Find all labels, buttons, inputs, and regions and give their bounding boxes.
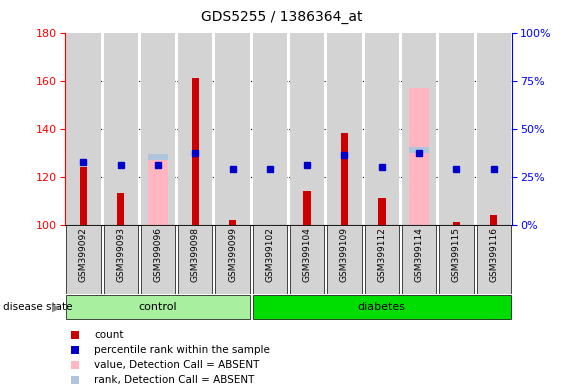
Text: GSM399102: GSM399102 xyxy=(265,227,274,282)
FancyBboxPatch shape xyxy=(365,225,399,294)
Text: rank, Detection Call = ABSENT: rank, Detection Call = ABSENT xyxy=(95,375,255,384)
Bar xyxy=(453,222,460,225)
Bar xyxy=(290,33,324,225)
FancyBboxPatch shape xyxy=(290,225,324,294)
FancyBboxPatch shape xyxy=(104,225,138,294)
Text: value, Detection Call = ABSENT: value, Detection Call = ABSENT xyxy=(95,360,260,370)
Text: GSM399104: GSM399104 xyxy=(303,227,312,282)
Text: GSM399099: GSM399099 xyxy=(228,227,237,282)
Bar xyxy=(191,78,199,225)
Bar xyxy=(178,33,212,225)
Bar xyxy=(378,198,386,225)
FancyBboxPatch shape xyxy=(476,225,511,294)
Text: GSM399114: GSM399114 xyxy=(414,227,423,282)
FancyBboxPatch shape xyxy=(327,225,361,294)
Text: GDS5255 / 1386364_at: GDS5255 / 1386364_at xyxy=(201,10,362,23)
Bar xyxy=(148,154,168,160)
Text: count: count xyxy=(95,330,124,340)
FancyBboxPatch shape xyxy=(402,225,436,294)
Bar xyxy=(439,33,473,225)
Text: GSM399116: GSM399116 xyxy=(489,227,498,282)
Bar xyxy=(141,33,175,225)
FancyBboxPatch shape xyxy=(253,225,287,294)
Text: GSM399098: GSM399098 xyxy=(191,227,200,282)
FancyBboxPatch shape xyxy=(66,225,101,294)
Text: percentile rank within the sample: percentile rank within the sample xyxy=(95,345,270,355)
Text: GSM399115: GSM399115 xyxy=(452,227,461,282)
Bar xyxy=(402,33,436,225)
Bar xyxy=(490,215,498,225)
FancyBboxPatch shape xyxy=(216,225,250,294)
Text: control: control xyxy=(138,302,177,312)
Bar xyxy=(476,33,511,225)
FancyBboxPatch shape xyxy=(141,225,175,294)
Text: GSM399109: GSM399109 xyxy=(340,227,349,282)
Bar xyxy=(365,33,399,225)
Bar xyxy=(253,33,287,225)
Bar xyxy=(80,167,87,225)
Bar xyxy=(104,33,138,225)
Text: GSM399093: GSM399093 xyxy=(116,227,125,282)
Text: GSM399112: GSM399112 xyxy=(377,227,386,282)
Text: GSM399096: GSM399096 xyxy=(154,227,163,282)
Text: disease state: disease state xyxy=(3,302,72,312)
Bar xyxy=(216,33,250,225)
Text: ▶: ▶ xyxy=(52,302,61,312)
Bar xyxy=(409,147,430,152)
Bar xyxy=(66,33,101,225)
Text: GSM399092: GSM399092 xyxy=(79,227,88,282)
FancyBboxPatch shape xyxy=(439,225,473,294)
Bar xyxy=(117,194,124,225)
Bar xyxy=(409,88,430,225)
Bar xyxy=(229,220,236,225)
Bar xyxy=(327,33,361,225)
Bar xyxy=(303,191,311,225)
FancyBboxPatch shape xyxy=(66,295,250,319)
Bar xyxy=(341,134,348,225)
Bar xyxy=(148,157,168,225)
FancyBboxPatch shape xyxy=(178,225,212,294)
Text: diabetes: diabetes xyxy=(358,302,406,312)
FancyBboxPatch shape xyxy=(253,295,511,319)
